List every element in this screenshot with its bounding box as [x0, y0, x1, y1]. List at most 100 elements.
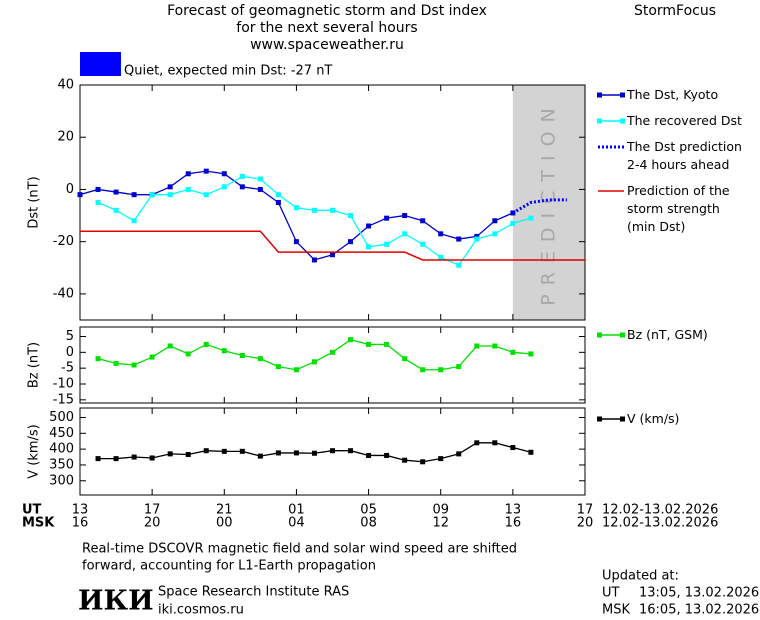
legend-swatch [598, 190, 624, 192]
series-line [80, 230, 585, 261]
marker [131, 362, 137, 368]
marker [239, 184, 245, 190]
x-label: MSK [22, 516, 55, 531]
marker [474, 233, 480, 239]
legend-swatch [597, 118, 625, 124]
marker [185, 351, 191, 357]
marker [528, 351, 534, 357]
marker [239, 173, 245, 179]
x-label: UT [22, 503, 42, 518]
marker [438, 456, 444, 462]
x-tick-label: 12 [432, 516, 449, 531]
y-tick-label: 0 [66, 182, 74, 197]
marker [257, 186, 263, 192]
legend-marker [597, 92, 602, 98]
marker [203, 168, 209, 174]
y-tick-label: 0 [66, 345, 74, 360]
marker [203, 448, 209, 454]
marker [330, 349, 335, 355]
marker [113, 189, 119, 195]
marker [257, 453, 263, 459]
marker [366, 341, 372, 347]
legend-swatch [597, 92, 625, 98]
marker [311, 450, 317, 456]
marker [131, 454, 137, 460]
marker [221, 348, 227, 354]
legend-marker [597, 416, 602, 422]
marker [203, 341, 209, 347]
marker [293, 367, 299, 373]
marker [384, 241, 390, 247]
marker [402, 231, 408, 237]
legend-label: V (km/s) [627, 411, 680, 426]
marker [185, 186, 191, 192]
legend-label: The Dst prediction 2-4 hours ahead [627, 139, 742, 172]
x-tick-label: 09 [432, 503, 449, 518]
x-tick-label: 16 [505, 516, 522, 531]
institute: Space Research Institute RAS [158, 585, 349, 600]
marker [149, 192, 155, 198]
marker [167, 343, 173, 349]
marker [474, 236, 480, 242]
marker [239, 353, 245, 358]
y-axis-title: Bz (nT) [27, 342, 42, 388]
marker [167, 184, 173, 190]
x-tick-label: 17 [577, 503, 594, 518]
marker [113, 207, 119, 213]
x-tick-label: 00 [216, 516, 233, 531]
legend-entry: Bz (nT, GSM) [597, 326, 747, 344]
marker [492, 440, 498, 446]
legend-entry: The recovered Dst [597, 112, 747, 130]
marker [95, 200, 101, 205]
updated-ut: 13:05, 13.02.2026 [639, 586, 759, 601]
y-axis-title: Dst (nT) [27, 176, 42, 228]
status-box [80, 52, 121, 76]
x-tick-label: 20 [577, 516, 594, 531]
marker [438, 231, 444, 237]
legend-entry: The Dst, Kyoto [597, 86, 747, 104]
y-tick-label: 500 [49, 410, 74, 425]
marker [185, 171, 191, 177]
title: Forecast of geomagnetic storm and Dst in… [167, 3, 487, 19]
marker [348, 337, 354, 343]
marker [167, 192, 173, 198]
legend: V (km/s) [597, 410, 747, 428]
marker [95, 356, 101, 362]
marker [131, 192, 137, 198]
marker [366, 244, 372, 250]
marker [348, 448, 354, 454]
marker [311, 359, 317, 365]
marker [330, 252, 335, 258]
legend-label: Bz (nT, GSM) [627, 327, 708, 342]
marker [456, 451, 462, 457]
y-tick-label: -15 [53, 392, 74, 407]
marker [528, 215, 534, 221]
series-line [97, 338, 531, 371]
marker [257, 176, 263, 182]
updated-ut-label: UT [602, 586, 620, 601]
x-tick-label: 21 [216, 503, 233, 518]
plot-frame [79, 326, 586, 404]
updated-msk: 16:05, 13.02.2026 [639, 603, 759, 618]
marker [510, 445, 516, 451]
logo: ИКИ [78, 586, 154, 617]
marker [456, 262, 462, 268]
marker [239, 448, 245, 454]
marker [402, 457, 408, 463]
marker [131, 218, 137, 224]
y-tick-label: 300 [49, 473, 74, 488]
marker [275, 450, 281, 456]
legend: The Dst, Kyoto The recovered Dst The Dst p… [597, 86, 747, 236]
marker [420, 218, 426, 224]
marker [330, 207, 335, 213]
marker [275, 192, 281, 198]
marker [221, 448, 227, 454]
legend-marker [620, 118, 625, 124]
marker [257, 356, 263, 362]
marker [384, 215, 390, 221]
note: forward, accounting for L1-Earth propaga… [82, 559, 376, 574]
marker [221, 184, 227, 190]
legend-entry: V (km/s) [597, 410, 747, 428]
